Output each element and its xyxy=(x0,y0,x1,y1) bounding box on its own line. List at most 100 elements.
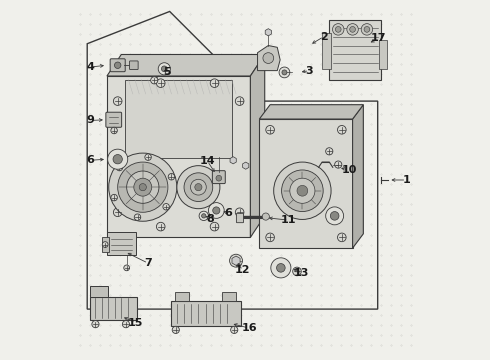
FancyBboxPatch shape xyxy=(259,119,353,248)
FancyBboxPatch shape xyxy=(110,59,125,72)
Text: 6: 6 xyxy=(224,208,232,218)
FancyBboxPatch shape xyxy=(125,80,232,158)
Circle shape xyxy=(177,166,220,209)
Circle shape xyxy=(168,174,174,180)
Circle shape xyxy=(333,24,344,35)
Text: 7: 7 xyxy=(144,258,152,268)
Circle shape xyxy=(208,203,224,219)
Circle shape xyxy=(109,153,177,221)
Circle shape xyxy=(235,208,244,217)
Text: 13: 13 xyxy=(294,268,309,278)
Circle shape xyxy=(338,233,346,242)
Circle shape xyxy=(113,154,122,163)
Text: 2: 2 xyxy=(320,32,328,41)
Circle shape xyxy=(156,222,165,231)
Circle shape xyxy=(199,211,208,221)
Text: 4: 4 xyxy=(86,62,94,72)
Circle shape xyxy=(124,265,129,271)
Circle shape xyxy=(156,79,165,87)
FancyBboxPatch shape xyxy=(90,297,137,320)
FancyBboxPatch shape xyxy=(101,237,109,252)
Text: 6: 6 xyxy=(86,155,94,165)
Circle shape xyxy=(126,171,159,203)
Polygon shape xyxy=(353,105,364,248)
FancyBboxPatch shape xyxy=(379,40,387,69)
Polygon shape xyxy=(107,54,265,76)
Circle shape xyxy=(139,184,147,191)
Circle shape xyxy=(274,162,331,220)
Circle shape xyxy=(134,214,141,220)
Circle shape xyxy=(266,126,274,134)
Circle shape xyxy=(266,233,274,242)
Circle shape xyxy=(151,77,158,84)
FancyBboxPatch shape xyxy=(90,286,108,297)
FancyBboxPatch shape xyxy=(221,292,236,301)
FancyBboxPatch shape xyxy=(107,232,136,255)
Circle shape xyxy=(111,194,118,201)
Circle shape xyxy=(350,27,355,32)
Text: 16: 16 xyxy=(242,323,257,333)
Circle shape xyxy=(108,149,128,169)
FancyBboxPatch shape xyxy=(322,33,331,69)
Circle shape xyxy=(158,63,171,75)
FancyBboxPatch shape xyxy=(106,112,122,127)
Polygon shape xyxy=(243,162,249,169)
Circle shape xyxy=(145,154,151,161)
Circle shape xyxy=(364,27,370,32)
Circle shape xyxy=(116,165,122,171)
Circle shape xyxy=(326,207,343,225)
Text: 17: 17 xyxy=(370,33,386,43)
Circle shape xyxy=(290,178,315,203)
Circle shape xyxy=(216,175,221,181)
Circle shape xyxy=(118,162,168,212)
Circle shape xyxy=(361,24,373,35)
Text: 11: 11 xyxy=(281,215,296,225)
Circle shape xyxy=(115,62,121,68)
Circle shape xyxy=(231,326,238,333)
Circle shape xyxy=(263,53,274,63)
Circle shape xyxy=(113,97,122,105)
Circle shape xyxy=(235,97,244,105)
FancyBboxPatch shape xyxy=(107,76,250,237)
Polygon shape xyxy=(259,105,364,119)
Text: 8: 8 xyxy=(206,214,214,224)
FancyBboxPatch shape xyxy=(212,171,225,184)
Text: 12: 12 xyxy=(235,265,250,275)
FancyBboxPatch shape xyxy=(329,21,381,80)
Text: 10: 10 xyxy=(342,165,357,175)
Circle shape xyxy=(122,320,129,328)
Text: 3: 3 xyxy=(306,66,314,76)
FancyBboxPatch shape xyxy=(172,301,242,326)
Circle shape xyxy=(210,222,219,231)
Circle shape xyxy=(335,161,342,168)
Text: 15: 15 xyxy=(128,318,143,328)
Polygon shape xyxy=(232,256,240,265)
Circle shape xyxy=(293,267,301,276)
Circle shape xyxy=(271,258,291,278)
Circle shape xyxy=(326,148,333,155)
FancyBboxPatch shape xyxy=(129,61,138,69)
Circle shape xyxy=(102,242,108,247)
Circle shape xyxy=(282,70,287,75)
Circle shape xyxy=(201,214,206,218)
Circle shape xyxy=(161,66,167,72)
Circle shape xyxy=(111,127,117,134)
Circle shape xyxy=(92,320,99,328)
FancyBboxPatch shape xyxy=(175,292,190,301)
Circle shape xyxy=(330,212,339,220)
Circle shape xyxy=(262,213,270,220)
Circle shape xyxy=(213,207,220,214)
Text: 14: 14 xyxy=(199,156,215,166)
Text: 9: 9 xyxy=(86,116,94,126)
Circle shape xyxy=(172,326,179,333)
Circle shape xyxy=(113,154,122,164)
Circle shape xyxy=(276,264,285,272)
Circle shape xyxy=(113,208,122,217)
Polygon shape xyxy=(258,45,280,71)
Circle shape xyxy=(195,184,202,191)
Circle shape xyxy=(134,178,152,196)
Circle shape xyxy=(163,203,170,210)
Polygon shape xyxy=(265,29,271,36)
Circle shape xyxy=(335,27,341,32)
Circle shape xyxy=(297,185,308,196)
